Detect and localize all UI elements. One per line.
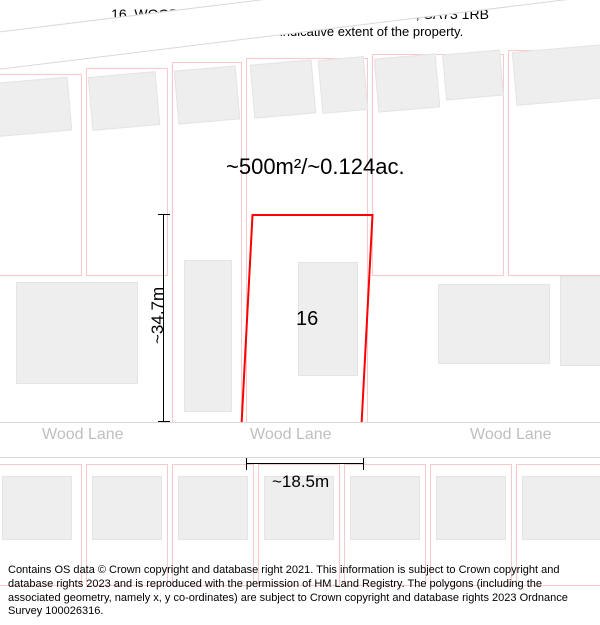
building bbox=[318, 56, 369, 114]
road-label: Wood Lane bbox=[250, 426, 332, 444]
building bbox=[350, 476, 420, 540]
building bbox=[184, 260, 232, 412]
road-label: Wood Lane bbox=[42, 426, 124, 444]
building bbox=[436, 476, 506, 540]
building bbox=[0, 77, 72, 138]
building bbox=[178, 476, 248, 540]
building bbox=[522, 476, 600, 540]
building bbox=[374, 53, 440, 112]
dimension-horizontal-label: ~18.5m bbox=[272, 472, 329, 492]
building bbox=[560, 276, 600, 366]
building bbox=[88, 71, 160, 131]
dimension-vertical-label: ~34.7m bbox=[148, 287, 168, 344]
area-label: ~500m²/~0.124ac. bbox=[226, 154, 405, 180]
page: 16, WOOD LANE, NEYLAND, MILFORD HAVEN, S… bbox=[0, 0, 600, 625]
building bbox=[2, 476, 72, 540]
map: Wood Lane Wood Lane Wood Lane ~500m²/~0.… bbox=[0, 44, 600, 554]
building bbox=[174, 65, 240, 124]
building bbox=[438, 284, 550, 364]
road-label: Wood Lane bbox=[470, 426, 552, 444]
dimension-horizontal bbox=[246, 458, 364, 470]
building bbox=[512, 44, 600, 106]
plot-number: 16 bbox=[296, 308, 318, 331]
building bbox=[16, 282, 138, 384]
building bbox=[92, 476, 162, 540]
building bbox=[250, 59, 316, 118]
copyright-footer: Contains OS data © Crown copyright and d… bbox=[8, 564, 592, 619]
building bbox=[442, 50, 504, 101]
